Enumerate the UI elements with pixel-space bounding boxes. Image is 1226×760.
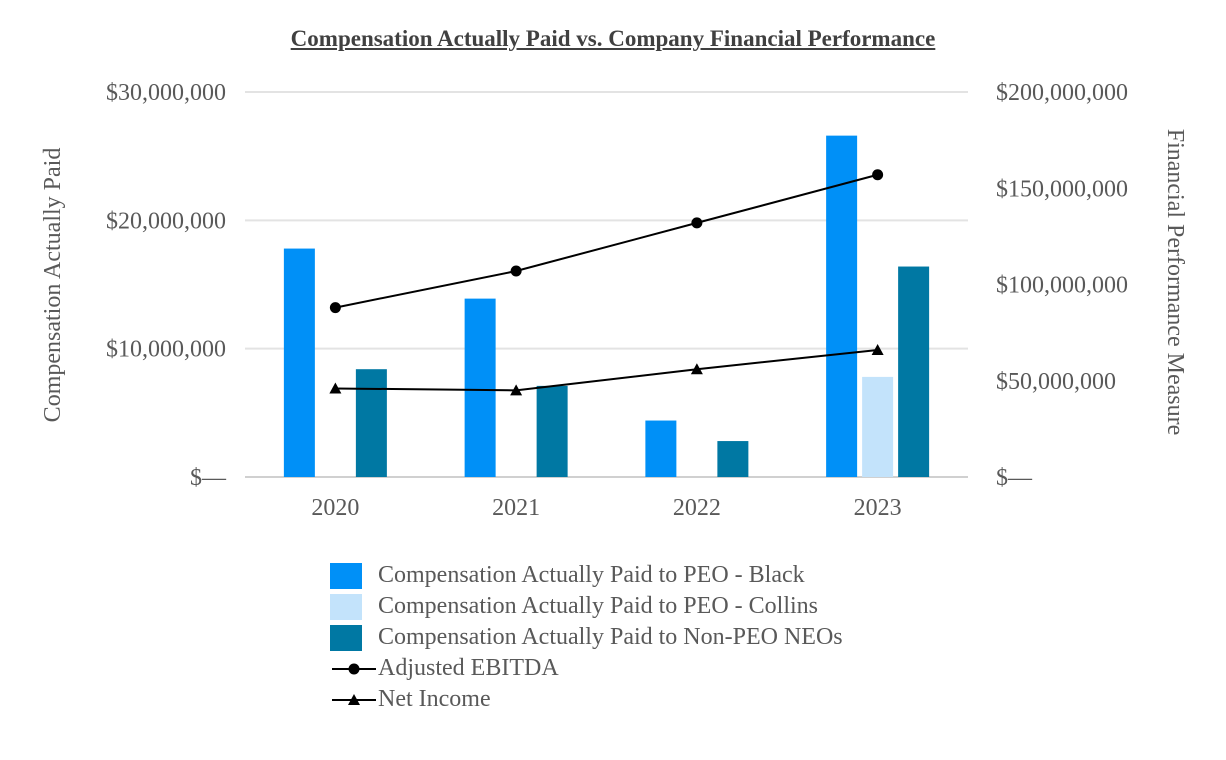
y2-tick-label: $50,000,000 <box>996 369 1116 395</box>
legend-swatch-peo-collins <box>330 593 362 620</box>
series-line <box>335 348 878 392</box>
y-tick-label: $— <box>190 465 227 491</box>
bar <box>826 135 858 477</box>
y-axis-label: Compensation Actually Paid <box>40 148 66 423</box>
line-point <box>871 343 884 355</box>
legend-item-adjusted-ebitda: Adjusted EBITDA <box>330 653 843 684</box>
line-point <box>510 265 522 277</box>
bar <box>717 441 749 477</box>
legend-key-net-income <box>332 693 376 705</box>
bar <box>862 376 894 477</box>
y2-tick-label: $— <box>996 465 1033 491</box>
x-tick-label: 2023 <box>854 495 902 521</box>
y2-tick-label: $200,000,000 <box>996 80 1128 106</box>
bar <box>283 248 315 477</box>
line-point <box>690 363 703 375</box>
line-point <box>691 217 703 229</box>
bar <box>464 298 496 477</box>
y2-tick-label: $100,000,000 <box>996 273 1128 299</box>
x-tick-label: 2021 <box>492 495 540 521</box>
y-tick-label: $20,000,000 <box>106 208 226 234</box>
chart-legend: Compensation Actually Paid to PEO - Blac… <box>330 560 843 715</box>
y2-tick-label: $150,000,000 <box>996 176 1128 202</box>
bar <box>355 369 387 477</box>
y2-axis-label: Financial Performance Measure <box>1162 129 1188 436</box>
line-point <box>329 382 342 394</box>
legend-label-net-income: Net Income <box>378 686 491 712</box>
line-point <box>510 384 523 396</box>
line-point <box>329 302 341 314</box>
y-tick-label: $30,000,000 <box>106 80 226 106</box>
legend-label-peo-collins: Compensation Actually Paid to PEO - Coll… <box>378 593 818 619</box>
legend-swatch-non-peo-neos <box>330 624 362 651</box>
legend-swatch-peo-black <box>330 562 362 589</box>
legend-label-non-peo-neos: Compensation Actually Paid to Non-PEO NE… <box>378 624 843 650</box>
legend-key-adjusted-ebitda <box>332 663 376 674</box>
y-tick-label: $10,000,000 <box>106 337 226 363</box>
legend-label-peo-black: Compensation Actually Paid to PEO - Blac… <box>378 562 805 588</box>
series-line <box>335 173 878 309</box>
legend-item-peo-collins: Compensation Actually Paid to PEO - Coll… <box>330 591 843 622</box>
legend-item-peo-black: Compensation Actually Paid to PEO - Blac… <box>330 560 843 591</box>
legend-label-adjusted-ebitda: Adjusted EBITDA <box>378 655 559 681</box>
chart-title: Compensation Actually Paid vs. Company F… <box>290 26 936 51</box>
line-point <box>872 169 884 181</box>
legend-item-non-peo-neos: Compensation Actually Paid to Non-PEO NE… <box>330 622 843 653</box>
x-tick-label: 2020 <box>311 495 359 521</box>
x-tick-label: 2022 <box>673 495 721 521</box>
legend-item-net-income: Net Income <box>330 684 843 715</box>
bar <box>898 266 930 477</box>
bar <box>536 385 568 477</box>
bar <box>645 420 677 477</box>
